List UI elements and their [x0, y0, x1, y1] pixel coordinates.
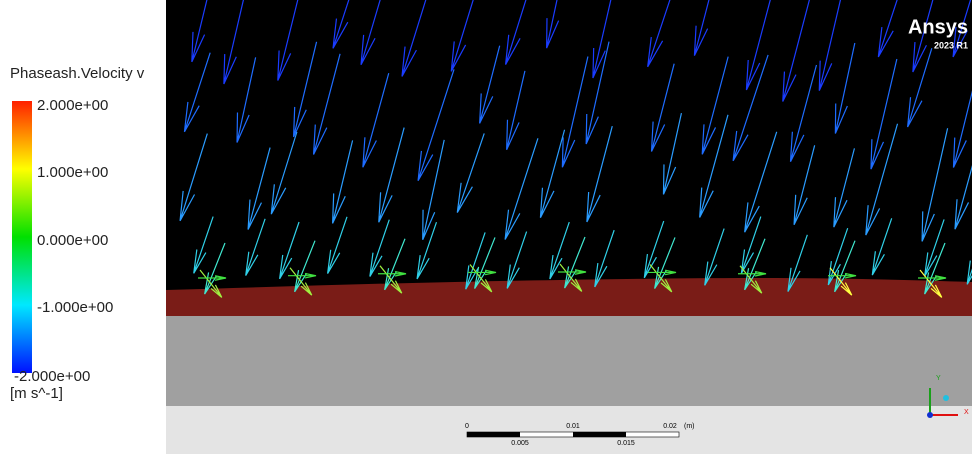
- axis-origin: [927, 412, 933, 418]
- scale-bar-segment: [573, 432, 626, 437]
- legend-label: 0.000e+00: [37, 232, 108, 249]
- scale-unit: (m): [684, 423, 695, 430]
- axis-label-y: Y: [936, 375, 941, 382]
- colorbar: [12, 101, 32, 373]
- scale-label: 0.015: [617, 440, 635, 447]
- scale-label: 0.005: [511, 440, 529, 447]
- footer-band: [166, 406, 972, 454]
- domain-solid: [166, 316, 972, 406]
- legend-label: -2.000e+00: [14, 368, 90, 385]
- legend-unit: [m s^-1]: [10, 385, 63, 402]
- logo-version: 2023 R1: [934, 40, 968, 50]
- scale-label: 0.02: [663, 423, 677, 430]
- logo-name: Ansys: [908, 16, 968, 38]
- scale-bar-segment: [467, 432, 520, 437]
- legend-label: 1.000e+00: [37, 164, 108, 181]
- legend-label: 2.000e+00: [37, 97, 108, 114]
- axis-z: [943, 395, 949, 401]
- viewer: Phaseash.Velocity v 2.000e+00 1.000e+00 …: [0, 0, 972, 454]
- scale-label: 0: [465, 423, 469, 430]
- legend-label: -1.000e+00: [37, 299, 113, 316]
- axis-label-x: X: [964, 409, 969, 416]
- scale-label: 0.01: [566, 423, 580, 430]
- legend-title: Phaseash.Velocity v: [10, 65, 145, 82]
